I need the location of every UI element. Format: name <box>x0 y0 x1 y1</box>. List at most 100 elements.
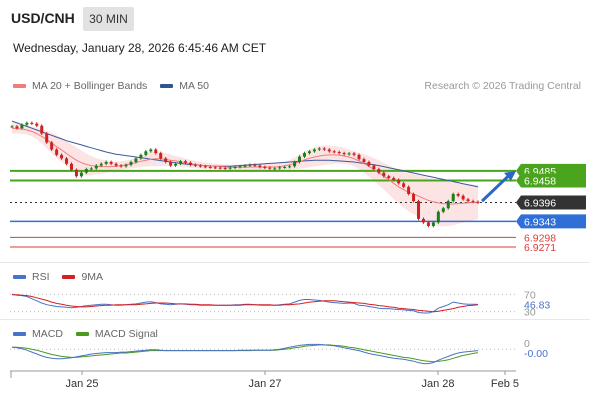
candle-body <box>218 167 222 169</box>
candle-body <box>327 149 331 152</box>
candle-body <box>268 167 272 169</box>
candle-body <box>144 151 148 155</box>
candle-body <box>298 156 302 162</box>
rsi-tick-30: 30 <box>524 307 536 319</box>
candle-body <box>407 186 411 194</box>
candle-body <box>392 178 396 180</box>
candle-body <box>431 222 435 226</box>
candle-body <box>357 154 361 160</box>
candle-body <box>184 161 188 163</box>
candle-body <box>332 151 336 153</box>
time-tick-label: Jan 28 <box>421 378 454 390</box>
candle-body <box>154 149 158 154</box>
rsi-swatch <box>13 275 26 280</box>
candle-body <box>382 172 386 177</box>
level-label-6.9396: 6.9396 <box>524 198 556 210</box>
level-tag-6.9458 <box>516 173 586 188</box>
candle-body <box>134 158 138 162</box>
candle-body <box>193 164 197 166</box>
candle-body <box>114 163 118 166</box>
candle-body <box>104 162 108 164</box>
legend-label-9ma: 9MA <box>81 271 104 283</box>
candle-body <box>317 148 321 150</box>
candle-body <box>263 166 267 168</box>
candle-body <box>40 125 44 134</box>
candle-body <box>426 222 430 226</box>
timeframe-button[interactable]: 30 MIN <box>83 7 134 31</box>
candle-body <box>377 169 381 173</box>
candle-body <box>421 218 425 223</box>
candle-body <box>35 123 39 126</box>
macd-current-value: -0.00 <box>524 348 548 360</box>
candle-body <box>55 149 59 155</box>
candle-body <box>471 201 475 203</box>
candle-body <box>436 211 440 223</box>
time-tick-label: Jan 25 <box>65 378 98 390</box>
rsi-line <box>11 293 479 314</box>
candle-body <box>417 201 421 219</box>
candle-body <box>243 165 247 167</box>
level-label-6.9458: 6.9458 <box>524 175 556 187</box>
rsi-tick-70: 70 <box>524 289 536 301</box>
candle-body <box>60 154 64 159</box>
candle-body <box>50 142 54 150</box>
candle-body <box>99 163 103 166</box>
panel-divider-macd <box>0 319 590 320</box>
candle-body <box>124 164 128 167</box>
candle-body <box>20 124 24 129</box>
chart-header: USD/CNH 30 MIN Wednesday, January 28, 20… <box>0 0 590 62</box>
level-label-6.9271: 6.9271 <box>524 242 556 254</box>
candle-body <box>139 154 143 159</box>
candle-body <box>372 165 376 170</box>
macd-line <box>11 343 479 365</box>
candle-body <box>119 165 123 167</box>
candle-body <box>69 163 73 170</box>
candle-body <box>198 165 202 167</box>
main-legend: MA 20 + Bollinger Bands MA 50 <box>13 80 219 92</box>
legend-label-macd-signal: MACD Signal <box>94 328 158 340</box>
candle-body <box>233 166 237 168</box>
candle-body <box>15 126 19 129</box>
candle-body <box>84 169 88 173</box>
legend-item-macd: MACD <box>13 328 66 340</box>
level-tag-6.9396 <box>516 195 586 210</box>
candle-body <box>466 199 470 202</box>
candle-body <box>79 172 83 177</box>
candle-body <box>109 162 113 164</box>
level-label-6.9298: 6.9298 <box>524 232 556 244</box>
legend-item-ma50: MA 50 <box>160 80 209 92</box>
rsi-current-value: 46.83 <box>524 299 550 311</box>
candle-body <box>25 122 29 125</box>
legend-item-rsi: RSI <box>13 271 52 283</box>
research-credit: Research © 2026 Trading Central <box>424 80 581 92</box>
macd-legend: MACD MACD Signal <box>13 328 168 340</box>
legend-item-ma20: MA 20 + Bollinger Bands <box>13 80 150 92</box>
level-tag-6.9343 <box>516 214 586 229</box>
candle-body <box>352 153 356 155</box>
candle-body <box>307 151 311 154</box>
candle-body <box>456 194 460 196</box>
candle-body <box>367 162 371 166</box>
candle-body <box>302 153 306 157</box>
candle-body <box>312 149 316 152</box>
candle-body <box>253 164 257 166</box>
time-tick-label: Jan 27 <box>248 378 281 390</box>
rsi-ma9-line <box>12 294 479 313</box>
candle-body <box>288 166 292 168</box>
9ma-swatch <box>62 275 76 280</box>
candle-body <box>208 166 212 168</box>
candle-body <box>10 126 14 128</box>
candle-body <box>248 164 252 166</box>
candle-body <box>446 201 450 209</box>
candle-body <box>402 183 406 187</box>
candle-body <box>188 162 192 165</box>
candle-body <box>45 133 49 143</box>
candle-body <box>362 159 366 162</box>
time-tick-label: Feb 5 <box>491 378 519 390</box>
candle-body <box>441 208 445 212</box>
legend-item-9ma: 9MA <box>62 271 103 283</box>
macd-signal-line <box>12 344 479 363</box>
macd-signal-swatch <box>75 332 89 337</box>
